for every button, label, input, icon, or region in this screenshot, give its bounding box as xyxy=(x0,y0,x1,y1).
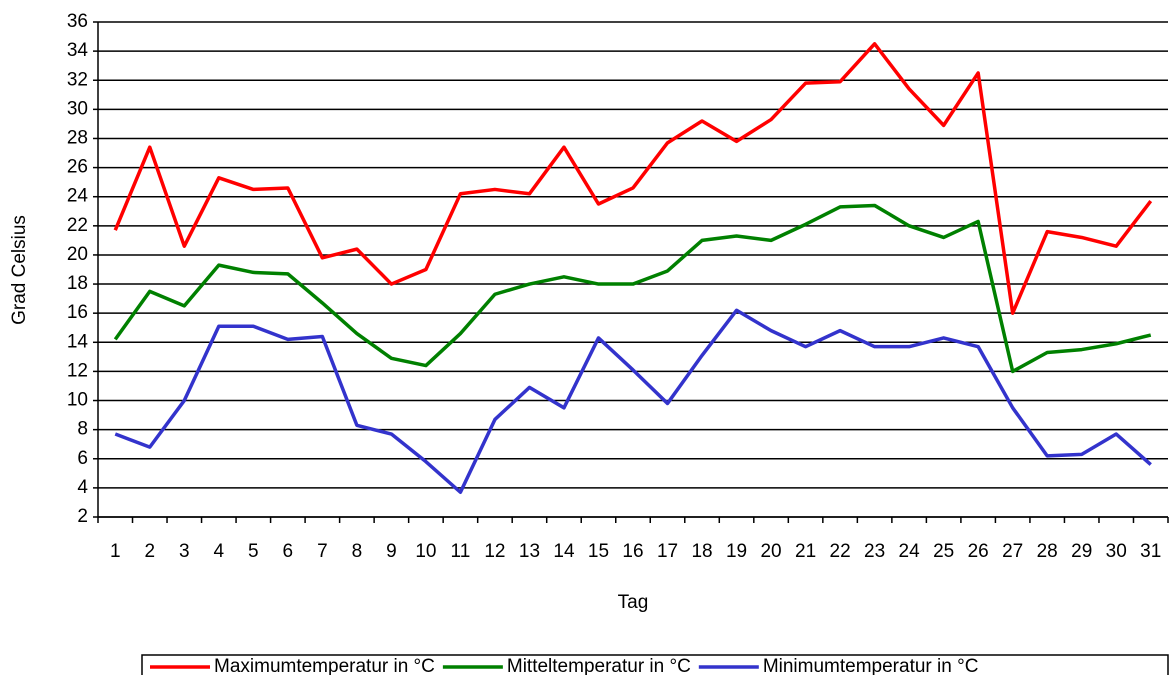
y-tick-label: 32 xyxy=(67,69,88,90)
x-tick-label: 24 xyxy=(899,541,921,562)
x-tick-label: 14 xyxy=(553,541,575,562)
x-tick-label: 4 xyxy=(214,541,225,562)
y-tick-label: 10 xyxy=(67,390,88,411)
x-tick-label: 3 xyxy=(179,541,190,562)
y-tick-label: 22 xyxy=(67,215,88,236)
x-tick-label: 23 xyxy=(864,541,885,562)
x-tick-label: 2 xyxy=(144,541,155,562)
y-tick-label: 4 xyxy=(77,477,88,498)
x-tick-label: 9 xyxy=(386,541,397,562)
x-tick-label: 18 xyxy=(691,541,712,562)
y-tick-label: 16 xyxy=(67,302,88,323)
legend-label: Minimumtemperatur in °C xyxy=(763,656,979,675)
y-tick-label: 18 xyxy=(67,273,88,294)
y-tick-label: 8 xyxy=(77,419,88,440)
y-tick-label: 2 xyxy=(77,506,88,527)
y-tick-label: 36 xyxy=(67,11,88,32)
y-tick-label: 12 xyxy=(67,360,88,381)
legend-label: Maximumtemperatur in °C xyxy=(214,656,435,675)
x-tick-label: 6 xyxy=(283,541,294,562)
x-tick-label: 5 xyxy=(248,541,259,562)
x-tick-label: 19 xyxy=(726,541,747,562)
x-tick-label: 15 xyxy=(588,541,609,562)
x-tick-label: 11 xyxy=(451,541,471,562)
x-axis-label: Tag xyxy=(618,592,649,613)
y-tick-label: 26 xyxy=(67,157,88,178)
y-tick-label: 28 xyxy=(67,127,88,148)
x-tick-label: 17 xyxy=(657,541,678,562)
x-tick-label: 28 xyxy=(1037,541,1058,562)
x-tick-label: 21 xyxy=(795,541,816,562)
data-line xyxy=(114,308,1152,494)
data-line xyxy=(113,42,1153,315)
x-tick-label: 1 xyxy=(110,541,121,562)
x-tick-label: 16 xyxy=(622,541,643,562)
x-tick-label: 22 xyxy=(830,541,851,562)
y-tick-label: 24 xyxy=(67,186,89,207)
y-tick-label: 30 xyxy=(67,98,88,119)
x-tick-label: 27 xyxy=(1002,541,1023,562)
x-tick-label: 25 xyxy=(933,541,954,562)
x-tick-label: 29 xyxy=(1071,541,1092,562)
x-tick-label: 20 xyxy=(760,541,781,562)
data-line xyxy=(113,203,1152,374)
x-tick-label: 10 xyxy=(415,541,436,562)
y-tick-label: 14 xyxy=(67,331,89,352)
x-tick-label: 31 xyxy=(1140,541,1161,562)
x-tick-label: 8 xyxy=(352,541,363,562)
y-axis-label: Grad Celsius xyxy=(9,215,30,325)
x-tick-label: 30 xyxy=(1106,541,1127,562)
y-tick-label: 20 xyxy=(67,244,88,265)
x-tick-label: 13 xyxy=(519,541,540,562)
legend-box xyxy=(141,654,1169,675)
x-tick-label: 12 xyxy=(484,541,505,562)
y-tick-label: 6 xyxy=(77,448,88,469)
legend-label: Mitteltemperatur in °C xyxy=(507,656,691,675)
y-tick-label: 34 xyxy=(67,40,89,61)
x-tick-label: 26 xyxy=(968,541,989,562)
x-tick-label: 7 xyxy=(317,541,328,562)
